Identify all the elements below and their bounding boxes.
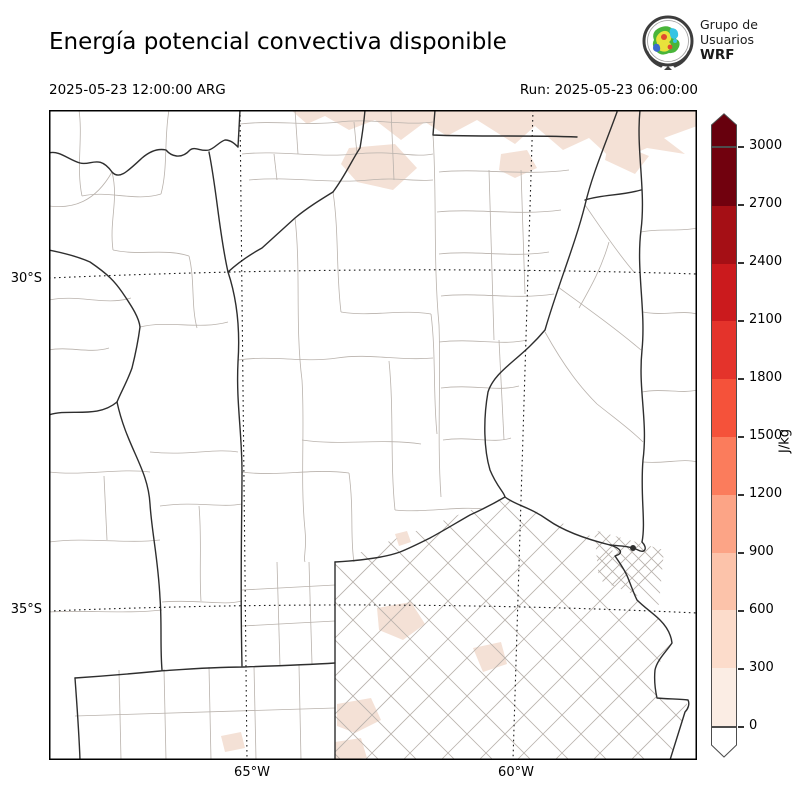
province-boundaries (49, 110, 690, 760)
map-canvas (49, 110, 697, 760)
colorbar-tick-mark (738, 726, 744, 728)
colorbar-tick-label: 2400 (749, 254, 783, 269)
colorbar-segment (712, 379, 736, 437)
cape-shading-patches (221, 110, 697, 760)
colorbar-tick-label: 2700 (749, 196, 783, 211)
colorbar-tick-label: 900 (749, 544, 774, 559)
colorbar-tick-label: 600 (749, 602, 774, 617)
buenos-aires-departments (335, 497, 688, 760)
valid-time-label: 2025-05-23 12:00:00 ARG (49, 82, 226, 98)
logo-line-3: WRF (700, 46, 735, 63)
colorbar-segment (712, 610, 736, 669)
run-time-label: Run: 2025-05-23 06:00:00 (519, 82, 698, 98)
colorbar-segment (712, 148, 736, 206)
colorbar-tick-mark (738, 320, 744, 322)
buenos-aires-city-mark (630, 545, 636, 551)
logo-banner (664, 66, 672, 70)
colorbar-tick-label: 1800 (749, 370, 783, 385)
colorbar-segment (712, 321, 736, 380)
graticule-65w (239, 110, 248, 760)
graticule-30s (49, 269, 697, 279)
colorbar-segment (712, 494, 736, 553)
colorbar-tick-mark (738, 552, 744, 554)
colorbar-segment (712, 205, 736, 264)
colorbar-tick-label: 2100 (749, 312, 783, 327)
colorbar-tick-mark (738, 436, 744, 438)
colorbar-tick-mark (738, 146, 744, 148)
wrf-logo-icon (642, 15, 694, 70)
colorbar-tick-label: 1200 (749, 486, 783, 501)
logo-line-2: Usuarios (700, 31, 755, 47)
department-boundaries (49, 110, 697, 760)
lat-label-30s: 30°S (10, 271, 42, 286)
lon-label-60w: 60°W (498, 765, 534, 780)
lat-label-35s: 35°S (10, 602, 42, 617)
over-arrow-shape (711, 113, 737, 147)
colorbar-tick-label: 3000 (749, 138, 783, 153)
graticule-35s (49, 604, 697, 614)
wrf-logo (641, 14, 697, 72)
logo-radar-blobs (652, 26, 680, 55)
colorbar-tick-mark (738, 378, 744, 380)
colorbar-under-arrow (711, 727, 737, 758)
lon-label-65w: 65°W (234, 765, 270, 780)
colorbar-tick-label: 1500 (749, 428, 783, 443)
map-panel (49, 110, 697, 760)
colorbar-tick-label: 300 (749, 660, 774, 675)
graticule (49, 110, 697, 760)
colorbar-tick-mark (738, 494, 744, 496)
graticule-60w (512, 110, 534, 760)
colorbar-segments (711, 147, 737, 727)
colorbar-tick-mark (738, 262, 744, 264)
under-arrow-shape (711, 727, 737, 758)
logo-text: Grupo de Usuarios WRF (700, 17, 758, 63)
logo-inner-ring (647, 20, 689, 62)
colorbar-tick-mark (738, 668, 744, 670)
colorbar-tick-mark (738, 204, 744, 206)
colorbar-segment (712, 668, 736, 726)
colorbar-over-arrow (711, 113, 737, 147)
colorbar-segment (712, 436, 736, 495)
page-title: Energía potencial convectiva disponible (49, 29, 507, 55)
logo-wreath (645, 50, 691, 68)
logo-line-1: Grupo de (700, 17, 758, 32)
amba-small-departments (594, 530, 664, 605)
colorbar-segment (712, 552, 736, 611)
colorbar-tick-mark (738, 610, 744, 612)
map-frame (49, 110, 697, 760)
colorbar-segment (712, 263, 736, 322)
colorbar-tick-label: 0 (749, 718, 758, 733)
